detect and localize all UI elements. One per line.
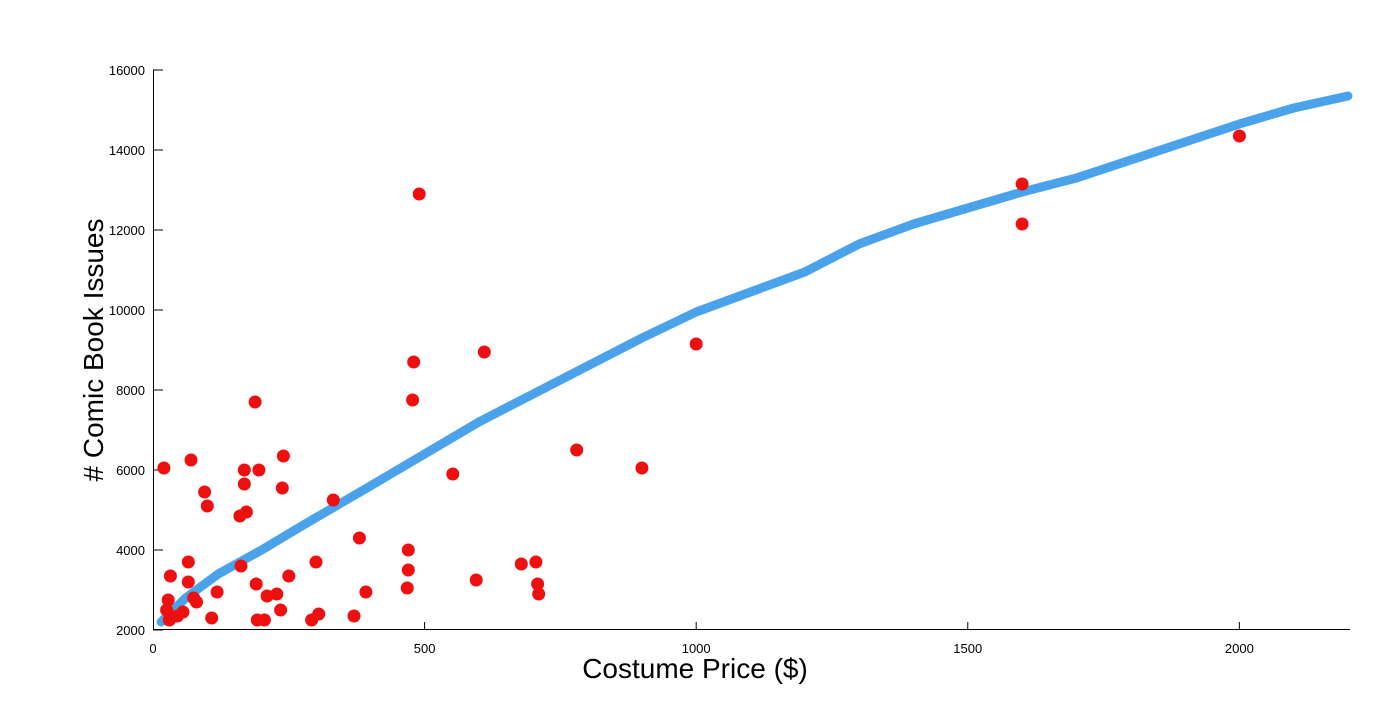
y-tick-label: 10000 [109, 303, 145, 318]
data-point [412, 187, 426, 201]
data-point [275, 481, 289, 495]
data-point [570, 443, 584, 457]
y-tick-label: 6000 [116, 463, 145, 478]
data-point [359, 585, 373, 599]
x-tick-label: 0 [149, 641, 156, 656]
data-point [239, 505, 253, 519]
data-point [237, 477, 251, 491]
y-tick-label: 2000 [116, 623, 145, 638]
data-point [689, 337, 703, 351]
y-tick-label: 14000 [109, 143, 145, 158]
data-point [282, 569, 296, 583]
axes [153, 70, 1350, 630]
y-axis-title: # Comic Book Issues [78, 219, 109, 482]
data-point [400, 581, 414, 595]
data-point [477, 345, 491, 359]
data-point [406, 393, 420, 407]
data-point [161, 593, 175, 607]
data-point [469, 573, 483, 587]
scatter-points [157, 129, 1246, 627]
x-tick-label: 1500 [953, 641, 982, 656]
y-tick-label: 16000 [109, 63, 145, 78]
x-tick-label: 500 [414, 641, 436, 656]
data-point [260, 589, 274, 603]
trend-line [156, 91, 1353, 627]
x-tick-label: 2000 [1225, 641, 1254, 656]
data-point [198, 485, 212, 499]
data-point [184, 453, 198, 467]
data-point [401, 543, 415, 557]
data-point [326, 493, 340, 507]
data-point [237, 463, 251, 477]
data-point [531, 577, 545, 591]
data-point [514, 557, 528, 571]
data-point [190, 595, 203, 609]
tick-group: 0 500 1000 1500 2000 2000 4000 6000 8000 10000 120… [109, 63, 1254, 656]
data-point [181, 555, 195, 569]
data-point [270, 587, 284, 601]
data-point [234, 559, 248, 573]
data-point [407, 355, 421, 369]
data-point [200, 499, 214, 513]
data-point [1015, 217, 1029, 231]
y-tick-label: 4000 [116, 543, 145, 558]
data-point [309, 555, 323, 569]
data-point [352, 531, 366, 545]
data-point [248, 395, 262, 409]
data-point [274, 603, 288, 617]
data-point [635, 461, 649, 475]
data-point [532, 587, 546, 601]
data-point [157, 461, 171, 475]
data-point [176, 605, 190, 619]
y-tick-label: 12000 [109, 223, 145, 238]
data-point [529, 555, 543, 569]
data-point [312, 607, 326, 621]
data-point [401, 563, 415, 577]
data-point [163, 569, 177, 583]
data-point [1015, 177, 1029, 191]
y-tick-label: 8000 [116, 383, 145, 398]
data-point [205, 611, 219, 625]
data-point [1232, 129, 1246, 143]
data-point [181, 575, 195, 589]
x-axis-title: Costume Price ($) [582, 653, 808, 684]
data-point [210, 585, 224, 599]
data-point [160, 603, 174, 617]
data-point [257, 613, 271, 627]
data-point [249, 577, 263, 591]
data-point [347, 609, 361, 623]
data-point [446, 467, 460, 481]
data-point [276, 449, 290, 463]
x-tick-label: 1000 [682, 641, 711, 656]
data-point [252, 463, 266, 477]
